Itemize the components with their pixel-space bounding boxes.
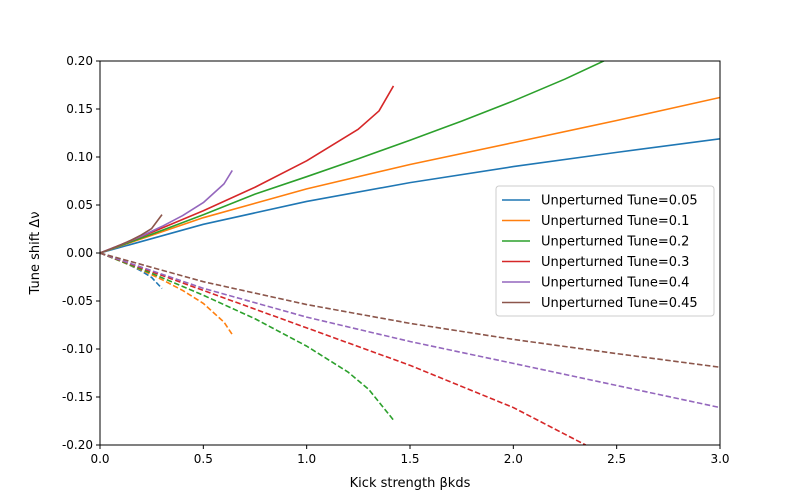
legend-label-4: Unperturned Tune=0.4: [541, 276, 689, 291]
x-tick-label: 1.0: [297, 452, 316, 466]
series-line-upper-2: [100, 61, 606, 254]
series-line-lower-3: [100, 252, 587, 445]
legend-label-3: Unperturned Tune=0.3: [541, 255, 689, 270]
x-tick-label: 2.5: [607, 452, 626, 466]
y-axis-label: Tune shift Δν: [28, 212, 43, 296]
y-tick-label: 0.10: [66, 150, 93, 164]
series-line-lower-0: [100, 252, 163, 290]
legend-label-5: Unperturned Tune=0.45: [541, 296, 698, 311]
legend: Unperturned Tune=0.05 Unperturned Tune=0.…: [495, 185, 715, 317]
y-tick-label: 0.00: [66, 246, 93, 260]
series-line-lower-1: [100, 252, 233, 336]
y-tick-label: 0.15: [66, 102, 93, 116]
legend-label-2: Unperturned Tune=0.2: [541, 235, 689, 250]
y-tick-label: 0.20: [66, 54, 93, 68]
series-line-upper-0: [100, 137, 720, 254]
series-line-lower-4: [100, 252, 720, 409]
y-tick-label: -0.05: [62, 294, 93, 308]
axis-ticks: 0.0 0.5 1.0 1.5 2.0 2.5 3.0 -0.20 -0.15 -0.10 -0.0…: [62, 54, 730, 466]
y-tick-label: 0.05: [66, 198, 93, 212]
x-tick-label: 0.5: [194, 452, 213, 466]
series-line-upper-3: [100, 85, 395, 254]
series-line-upper-5: [100, 214, 163, 254]
legend-label-1: Unperturned Tune=0.1: [541, 214, 689, 229]
legend-box: [495, 185, 715, 317]
plot-series: [100, 61, 720, 445]
y-tick-label: -0.10: [62, 342, 93, 356]
series-line-upper-1: [100, 96, 720, 254]
x-tick-label: 3.0: [710, 452, 729, 466]
series-line-lower-5: [100, 252, 720, 369]
x-tick-label: 0.0: [90, 452, 109, 466]
x-tick-label: 2.0: [504, 452, 523, 466]
x-axis-label: Kick strength βkds: [350, 476, 471, 491]
series-line-lower-2: [100, 252, 395, 421]
legend-label-0: Unperturned Tune=0.05: [541, 194, 698, 209]
x-tick-label: 1.5: [400, 452, 419, 466]
y-tick-label: -0.15: [62, 390, 93, 404]
y-tick-label: -0.20: [62, 438, 93, 452]
